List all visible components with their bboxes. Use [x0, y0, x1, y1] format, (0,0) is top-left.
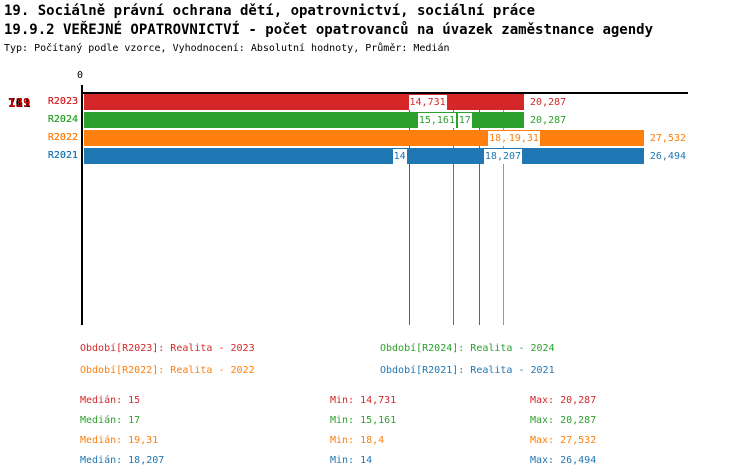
median-line-r2023: [409, 94, 411, 325]
legend-item-r2024: Období[R2024]: Realita - 2024: [380, 343, 555, 354]
summary-stats: Medián: 15 Min: 14,731 Max: 20,287 Mediá…: [80, 394, 596, 467]
bar-series-label: R2021: [47, 150, 78, 161]
bar-value-label: 26,494: [648, 148, 687, 164]
bar-value-label: 20,287: [529, 112, 568, 128]
stat-min-r2024: Min: 15,161: [330, 415, 397, 426]
bar-value-label: 17: [457, 112, 472, 128]
axis-zero-tick-label: 0: [77, 70, 84, 81]
bar-value-label: 18,207: [483, 148, 523, 164]
bar-row: R2022 19,31: [48, 130, 687, 146]
report-title-line1: 19. Sociálně právní ochrana dětí, opatro…: [4, 3, 536, 19]
bar-row: R2021 18,207: [48, 148, 687, 164]
stat-median-r2021: Medián: 18,207: [80, 455, 165, 466]
report-header: 19. Sociálně právní ochrana dětí, opatro…: [4, 2, 653, 56]
bar-series-label: R2023: [47, 96, 78, 107]
stat-min-r2023: Min: 14,731: [330, 395, 397, 406]
stat-max-r2024: Max: 20,287: [530, 415, 597, 426]
legend-item-r2021: Období[R2021]: Realita - 2021: [380, 365, 555, 376]
bar-value-label: 19,31: [507, 130, 540, 146]
bar-row: R2023 14,731: [48, 94, 687, 110]
stat-min-r2021: Min: 14: [330, 455, 373, 466]
group-label: 139: [8, 95, 31, 110]
bar-series-label: R2023: [47, 96, 78, 107]
stat-median-r2023: Medián: 15: [80, 395, 141, 406]
group-label: 76: [8, 95, 24, 110]
bar-value-label: 14: [392, 148, 407, 164]
stat-median-r2024: Medián: 17: [80, 415, 141, 426]
bar-series-label: R2024: [47, 114, 78, 125]
bar-series-label: R2024: [47, 114, 78, 125]
stat-min-r2022: Min: 18,4: [330, 435, 385, 446]
bar-value-label: 14,731: [408, 94, 447, 110]
bar-series-label: R2021: [47, 150, 78, 161]
stat-max-r2022: Max: 27,532: [530, 435, 597, 446]
report-title-line2: 19.9.2 VEŘEJNÉ OPATROVNICTVÍ - počet opa…: [4, 22, 654, 38]
bar: [84, 112, 413, 128]
stat-max-r2023: Max: 20,287: [530, 395, 597, 406]
chart-legend: Období[R2023]: Realita - 2023 Období[R20…: [80, 342, 555, 377]
median-line-r2024: [452, 94, 454, 325]
bar-series-label: R2022: [47, 132, 78, 143]
stat-max-r2021: Max: 26,494: [530, 455, 597, 466]
stat-median-r2022: Medián: 19,31: [80, 435, 159, 446]
axis-top-line: [82, 92, 688, 94]
bar-series-label: R2023: [47, 96, 78, 107]
bar-value-label: 27,532: [648, 130, 687, 146]
axis-left-line: [81, 85, 83, 325]
bar-group-139: 139 R2023 14,731 R2024 15,161 R2022 19,3…: [8, 94, 687, 166]
bar-value-label: 18,4: [488, 130, 515, 146]
bar-value-label: 20,287: [529, 94, 568, 110]
report-subtitle: Typ: Počítaný podle vzorce, Vyhodnocení:…: [4, 43, 450, 54]
bar-chart: 76 R2023 15 R2024 17 R2022 18,4 R2021 14…: [8, 94, 687, 325]
bar: [84, 148, 479, 164]
bar-series-label: R2024: [47, 114, 78, 125]
bar-series-label: R2022: [47, 132, 78, 143]
median-line-r2022: [502, 94, 504, 325]
legend-item-r2022: Období[R2022]: Realita - 2022: [80, 365, 255, 376]
legend-item-r2023: Období[R2023]: Realita - 2023: [80, 343, 255, 354]
bar-value-label: 15,161: [417, 112, 456, 128]
bar: [84, 130, 503, 146]
median-line-r2021: [478, 94, 480, 325]
bar-series-label: R2022: [47, 132, 78, 143]
bar-row: R2024 15,161: [48, 112, 687, 128]
group-label: 111: [8, 95, 31, 110]
bar-series-label: R2021: [47, 150, 78, 161]
bar: [84, 94, 404, 110]
